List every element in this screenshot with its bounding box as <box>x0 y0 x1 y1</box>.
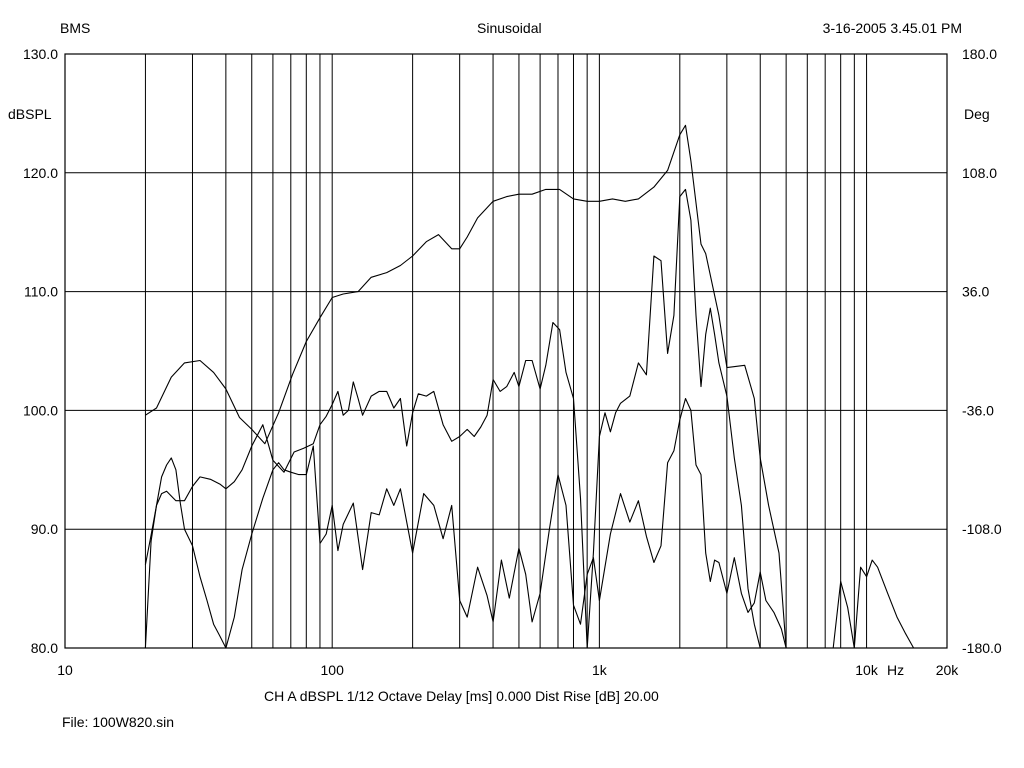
header-timestamp: 3-16-2005 3.45.01 PM <box>822 20 962 36</box>
x-tick-label: 20k <box>936 662 960 678</box>
y-tick-label: 80.0 <box>31 640 58 656</box>
y-tick-label: 90.0 <box>31 521 58 537</box>
y-tick-label: 110.0 <box>24 284 58 300</box>
file-name-label: File: 100W820.sin <box>62 714 175 730</box>
series-curve-2 <box>144 188 761 649</box>
y2-axis-tick-labels: 180.0 108.0 36.0 -36.0 -108.0 -180.0 <box>962 46 1002 656</box>
y2-tick-label: 36.0 <box>962 284 989 300</box>
y2-tick-label: -36.0 <box>962 402 994 418</box>
header-left-label: BMS <box>60 20 91 36</box>
x-tick-label: 10k <box>855 662 879 678</box>
plot-frame <box>64 53 948 649</box>
y-tick-label: 130.0 <box>23 46 58 62</box>
y-axis-tick-labels: 130.0 120.0 110.0 100.0 90.0 80.0 <box>23 46 58 656</box>
y2-tick-label: 180.0 <box>962 46 997 62</box>
x-axis-tick-labels: 10 100 1k 10k 20k <box>57 662 959 678</box>
x-tick-label: 10 <box>57 662 73 678</box>
header-center-label: Sinusoidal <box>477 20 542 36</box>
series-curve-3 <box>144 397 915 649</box>
measurement-info-line: CH A dBSPL 1/12 Octave Delay [ms] 0.000 … <box>264 688 659 704</box>
x-tick-label: 100 <box>321 662 345 678</box>
chart-grid <box>65 54 947 648</box>
y2-tick-label: -108.0 <box>962 521 1002 537</box>
y2-tick-label: 108.0 <box>962 165 997 181</box>
chart-series <box>144 124 915 649</box>
y-axis-label: dBSPL <box>8 106 52 122</box>
y-tick-label: 120.0 <box>23 165 58 181</box>
series-curve-1 <box>145 124 787 649</box>
y-tick-label: 100.0 <box>23 402 58 418</box>
x-tick-label: 1k <box>592 662 608 678</box>
x-axis-unit-label: Hz <box>887 662 904 678</box>
y2-tick-label: -180.0 <box>962 640 1002 656</box>
y2-axis-label: Deg <box>964 106 990 122</box>
